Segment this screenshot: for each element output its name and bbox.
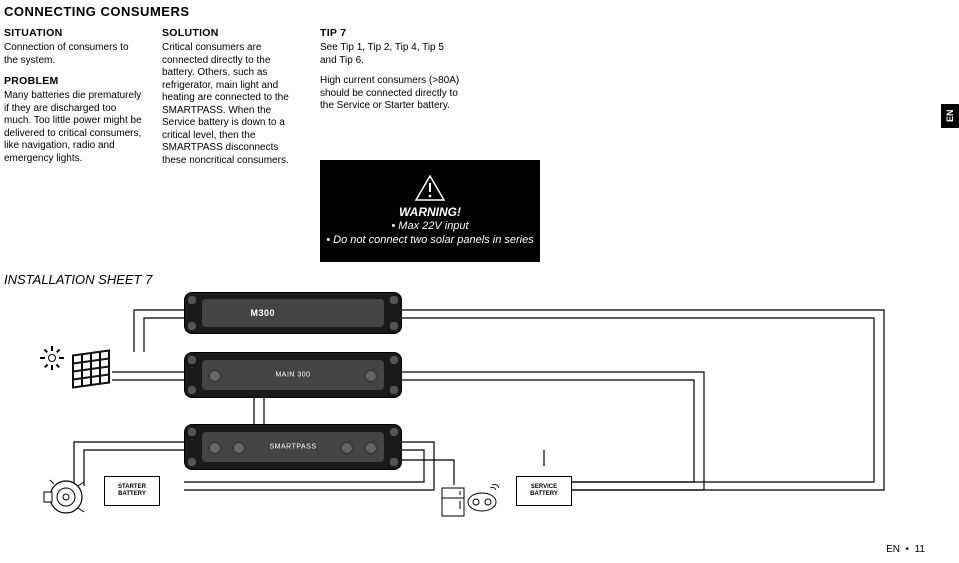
alternator-icon <box>42 476 88 518</box>
warning-line2: • Do not connect two solar panels in ser… <box>326 233 533 247</box>
device-m300-label: M300 <box>250 308 275 318</box>
body-tip-ref: See Tip 1, Tip 2, Tip 4, Tip 5 and Tip 6… <box>320 42 460 67</box>
body-tip-highcurrent: High current consumers (>80A) should be … <box>320 75 460 113</box>
device-smartpass: SMARTPASS <box>184 424 402 470</box>
heading-tip7: TIP 7 <box>320 27 460 40</box>
footer-lang: EN <box>886 544 900 555</box>
device-smartpass-label: SMARTPASS <box>269 444 316 451</box>
heading-solution: SOLUTION <box>162 27 302 40</box>
body-problem: Many batteries die prematurely if they a… <box>4 90 144 165</box>
page-title: CONNECTING CONSUMERS <box>4 4 925 19</box>
starter-battery-label: STARTER BATTERY <box>105 484 159 497</box>
column-situation: SITUATION Connection of consumers to the… <box>4 27 144 175</box>
column-solution: SOLUTION Critical consumers are connecte… <box>162 27 302 175</box>
warning-title: WARNING! <box>399 205 461 219</box>
language-tab: EN <box>941 104 959 128</box>
starter-battery-box: STARTER BATTERY <box>104 476 160 506</box>
installation-sheet-title: INSTALLATION SHEET 7 <box>4 272 152 287</box>
page-footer: EN • 11 <box>886 544 925 555</box>
warning-line1: • Max 22V input <box>391 219 468 233</box>
body-solution: Critical consumers are connected directl… <box>162 42 302 167</box>
column-tip: TIP 7 See Tip 1, Tip 2, Tip 4, Tip 5 and… <box>320 27 460 175</box>
device-main300-label: MAIN 300 <box>275 372 310 379</box>
device-main300: MAIN 300 <box>184 352 402 398</box>
warning-icon <box>415 175 445 201</box>
body-situation: Connection of consumers to the system. <box>4 42 144 67</box>
consumers-icon <box>440 482 500 518</box>
heading-situation: SITUATION <box>4 27 144 40</box>
device-m300: M300 <box>184 292 402 334</box>
content-columns: SITUATION Connection of consumers to the… <box>4 27 925 175</box>
warning-box: WARNING! • Max 22V input • Do not connec… <box>320 160 540 262</box>
heading-problem: PROBLEM <box>4 75 144 88</box>
service-battery-label: SERVICE BATTERY <box>517 484 571 497</box>
wiring-diagram: M300 MAIN 300 SMARTPASS <box>4 290 920 520</box>
service-battery-box: SERVICE BATTERY <box>516 476 572 506</box>
footer-page-number: 11 <box>915 544 925 555</box>
solar-panel-icon <box>72 349 110 388</box>
sun-icon <box>42 348 62 368</box>
